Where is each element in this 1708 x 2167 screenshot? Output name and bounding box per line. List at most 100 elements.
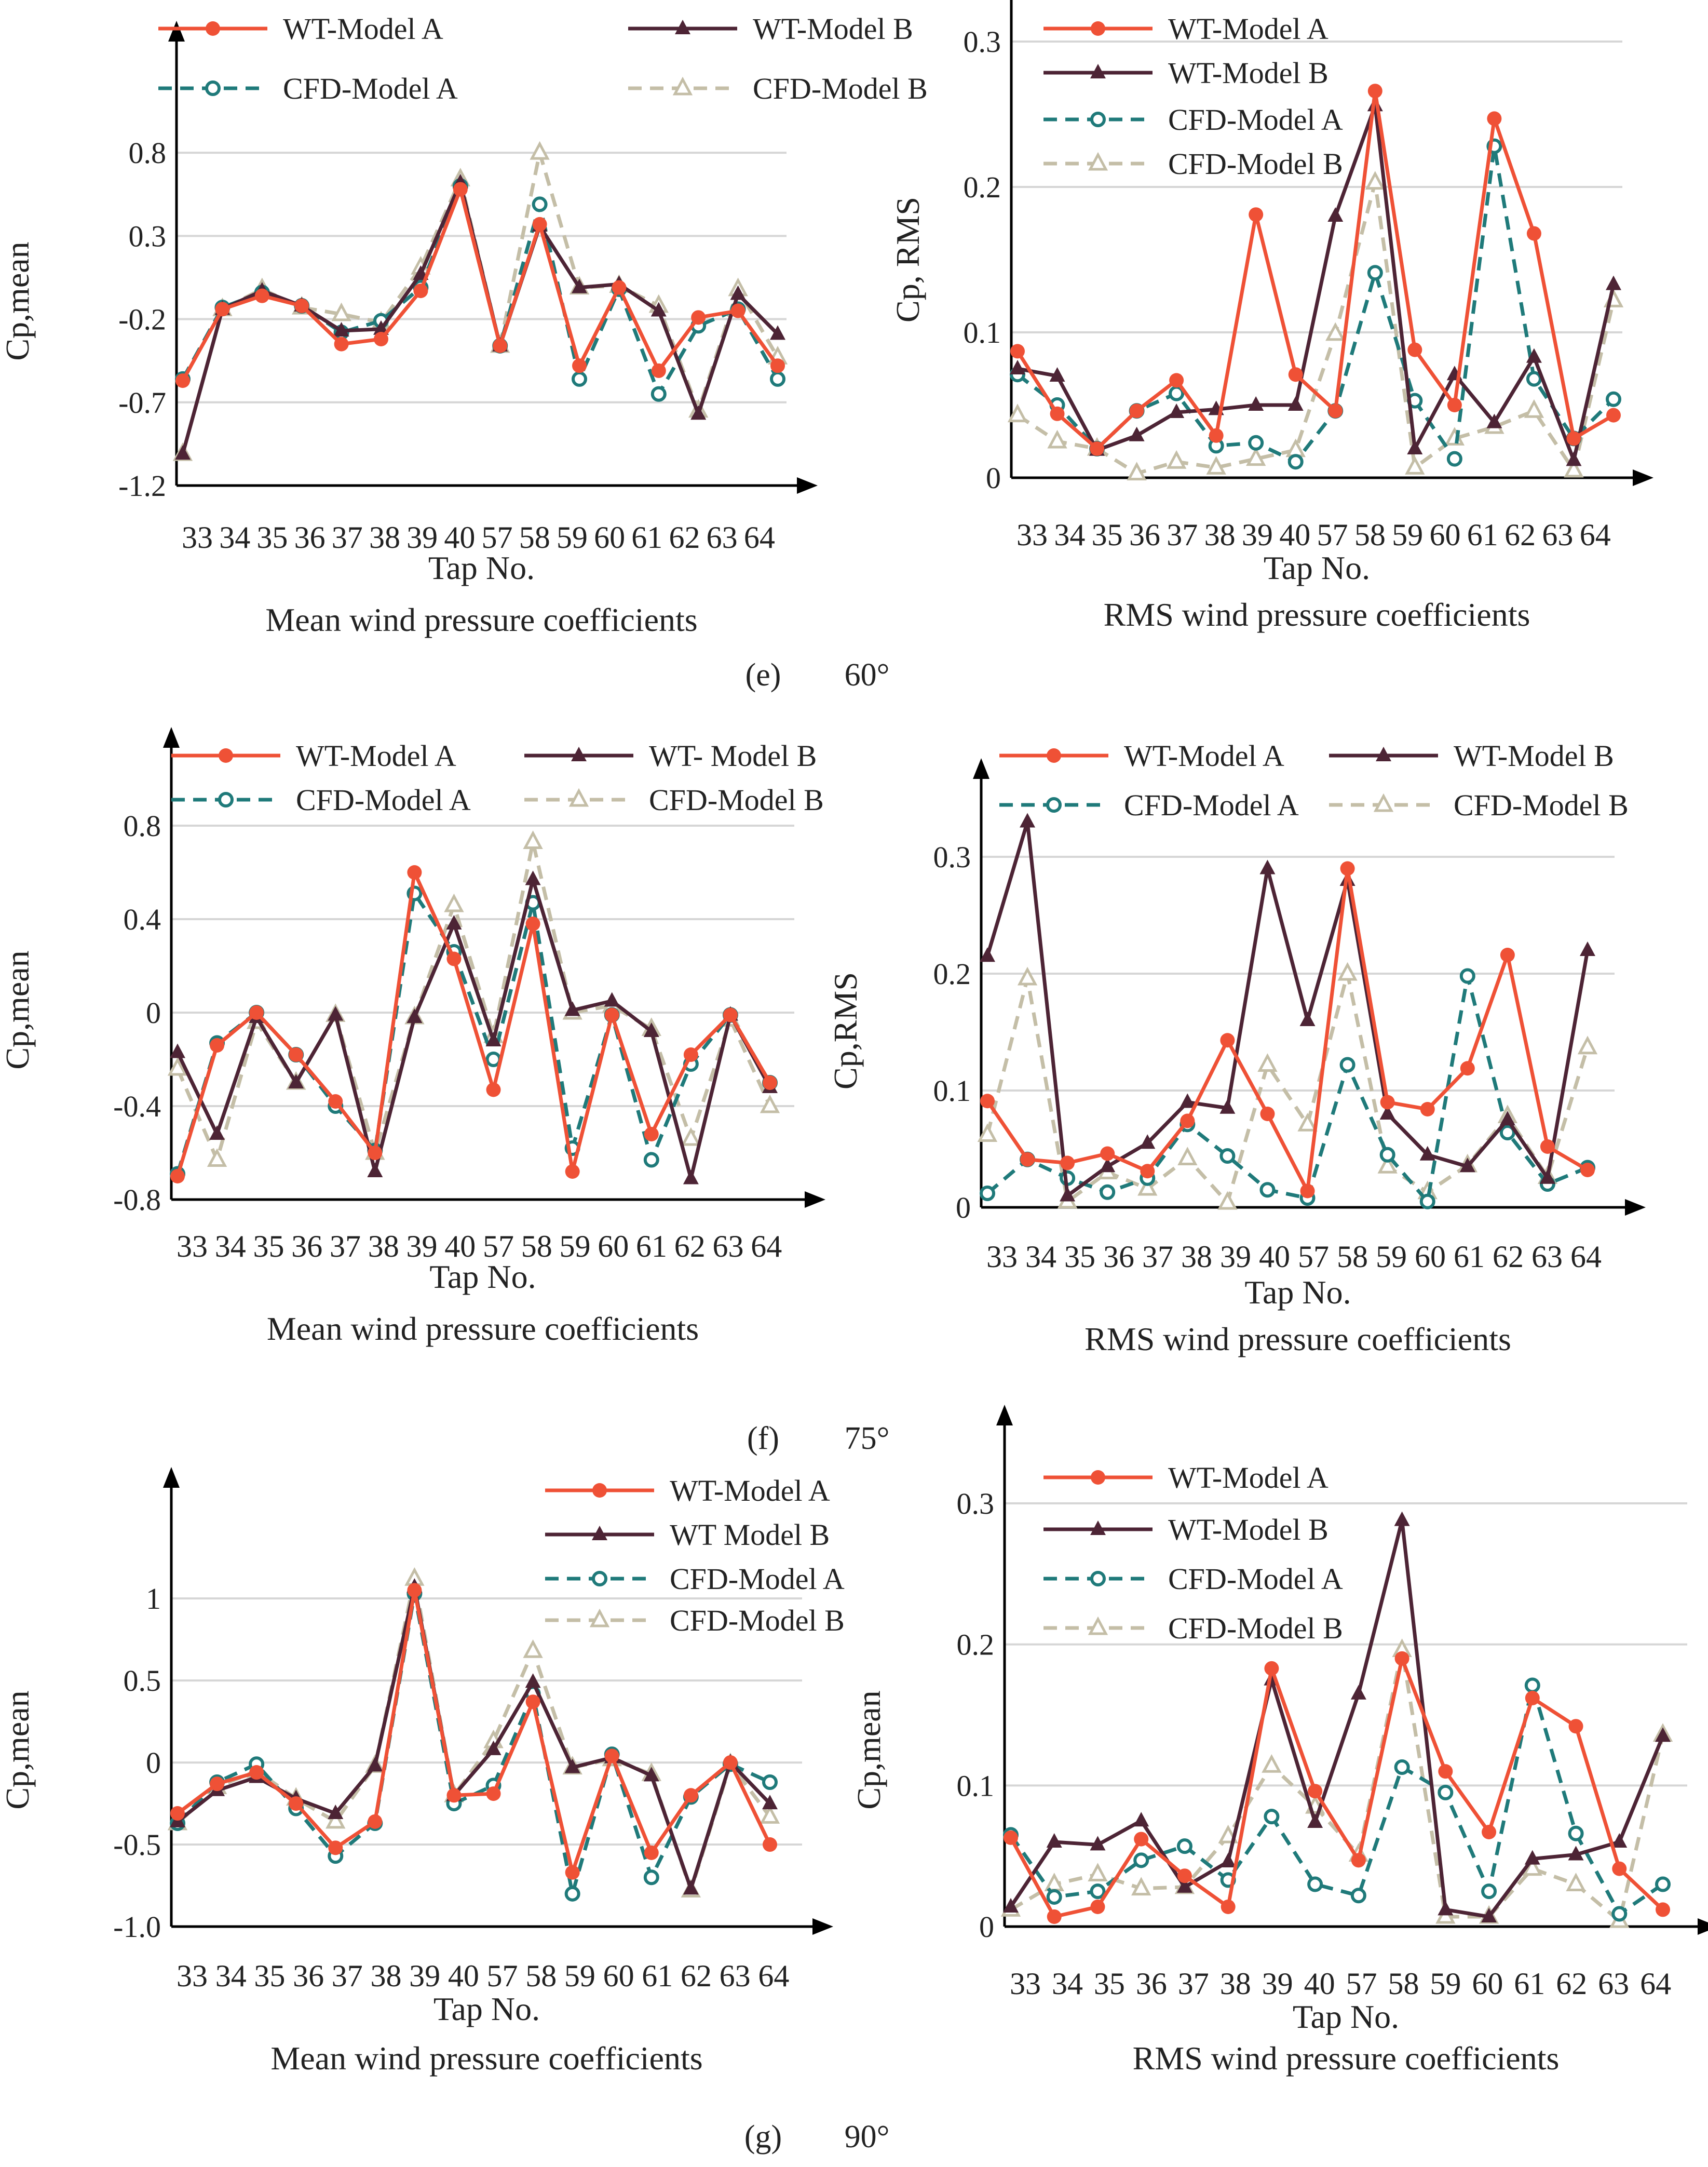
data-point [1307,1876,1323,1892]
x-tick-label: 33 [182,520,213,555]
y-tick-label: 0.2 [957,1628,995,1662]
series-wt-model-a [1010,84,1621,456]
data-point [486,1786,501,1801]
series-line [175,878,772,1180]
data-point [1350,1888,1366,1904]
data-point [762,1795,778,1810]
x-tick-label: 58 [1337,1240,1368,1274]
x-tick-label: 37 [1142,1240,1173,1274]
x-axis-label: Tap No. [1293,1998,1399,2035]
legend-marker [571,747,587,761]
data-point [1394,1759,1410,1775]
data-point [1340,861,1355,876]
x-tick-label: 34 [1025,1240,1056,1274]
x-tick-label: 40 [444,1229,476,1263]
data-point [612,280,627,295]
y-tick-label: 0.3 [964,25,1001,59]
data-point [532,217,547,232]
data-point [760,1805,780,1824]
y-axis-arrow [973,758,989,779]
y-axis-label: Cp,mean [850,1690,887,1809]
x-tick-label: 61 [631,520,662,555]
data-point [1249,207,1264,222]
x-axis-label: Tap No. [1264,549,1370,586]
data-point [289,1047,304,1062]
data-point [1351,1853,1366,1868]
data-point [1129,403,1144,419]
x-tick-label: 60 [1472,1967,1503,2001]
data-point [1365,171,1385,190]
x-axis-arrow [812,1918,833,1935]
data-point [1328,403,1343,419]
data-point [1140,1134,1156,1149]
y-tick-label: -0.2 [118,303,166,337]
x-tick-label: 37 [1167,518,1198,552]
x-tick-label: 57 [1298,1240,1329,1274]
legend-label: WT-Model A [670,1474,830,1508]
x-tick-label: 35 [1094,1967,1125,2001]
data-point [1264,1661,1279,1676]
legend-label: WT-Model B [1454,739,1614,773]
data-point [1127,462,1147,481]
data-point [1046,1889,1062,1905]
data-point [565,1164,580,1179]
series-cfd-model-a [175,178,785,402]
legend-label: CFD-Model B [1454,788,1629,822]
data-point [1526,348,1542,363]
data-point [1180,1093,1196,1108]
y-tick-label: 0.1 [957,1769,995,1802]
y-tick-label: 0.5 [124,1664,161,1698]
legend-marker [1090,1520,1106,1535]
y-tick-label: 0.2 [933,957,971,991]
series-wt-model-a [1004,1651,1670,1924]
data-point [681,1127,701,1146]
data-point [1217,1191,1238,1210]
data-point [643,1767,659,1782]
series-wt-model-b [1003,1511,1671,1922]
x-tick-label: 38 [370,1959,401,1993]
data-point [1325,322,1346,341]
data-point [167,1057,188,1076]
data-point [1003,1897,1019,1913]
x-tick-label: 33 [1016,518,1048,552]
legend-label: CFD-Model B [1168,1611,1343,1645]
x-tick-label: 37 [1178,1967,1209,2001]
data-point [1176,1878,1192,1893]
data-point [1221,1899,1236,1914]
data-point [328,1006,344,1021]
legend: WT-Model A WT-Model B CFD-Model A CFD-Model… [999,739,1629,822]
x-tick-label: 35 [1064,1240,1095,1274]
x-tick-label: 59 [1430,1967,1461,2001]
data-point [1438,1764,1453,1779]
legend-label: WT-Model B [753,12,913,46]
data-point [723,1755,738,1770]
data-point [1460,1061,1475,1076]
data-point [1220,1033,1235,1048]
data-point [565,1865,580,1880]
x-tick-label: 37 [332,520,363,555]
legend-label: WT-Model A [1168,12,1329,46]
panel-angle: 75° [845,1421,890,1456]
data-point [1656,1902,1670,1917]
data-point [1447,398,1462,412]
x-tick-label: 64 [758,1959,789,1993]
data-point [1137,1177,1158,1196]
x-axis-arrow [1698,1918,1708,1935]
data-point [1438,1784,1454,1800]
legend-label: CFD-Model A [1168,103,1343,137]
data-point [1459,1157,1475,1173]
x-tick-label: 58 [519,520,550,555]
y-tick-label: 0.8 [129,136,167,170]
x-tick-label: 33 [986,1240,1018,1274]
x-tick-label: 64 [744,520,775,555]
x-tick-label: 62 [1493,1240,1524,1274]
legend-marker [568,788,589,807]
panel-label: (e) [745,657,781,693]
x-tick-label: 60 [1415,1240,1446,1274]
x-tick-label: 39 [406,520,438,555]
x-tick-label: 33 [1010,1967,1041,2001]
y-tick-label: -0.8 [113,1183,161,1217]
legend-label: CFD-Model B [753,72,928,105]
data-point [1566,451,1582,466]
data-point [294,298,309,313]
